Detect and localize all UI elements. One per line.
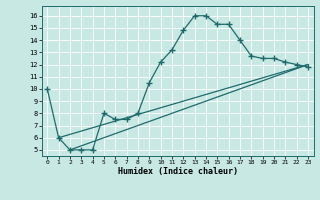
X-axis label: Humidex (Indice chaleur): Humidex (Indice chaleur) bbox=[118, 167, 237, 176]
